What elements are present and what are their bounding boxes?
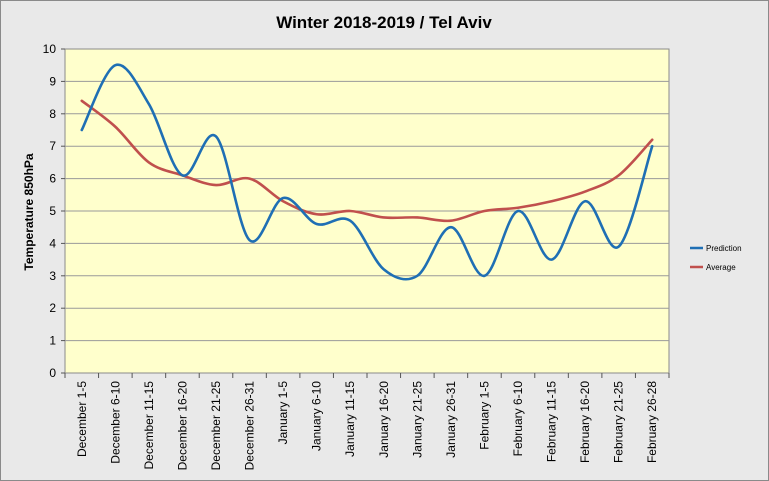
y-tick-label: 6 (49, 172, 56, 186)
x-tick-label: January 16-20 (377, 381, 391, 458)
x-tick-label: December 26-31 (243, 381, 257, 471)
x-tick-label: January 26-31 (444, 381, 458, 458)
legend-label-prediction: Prediction (706, 244, 742, 253)
y-tick-label: 8 (49, 107, 56, 121)
y-tick-label: 1 (49, 334, 56, 348)
y-axis-label: Temperature 850hPa (22, 153, 36, 270)
x-tick-label: December 21-25 (209, 381, 223, 471)
legend: Prediction Average (690, 244, 742, 272)
x-tick-label: December 6-10 (108, 381, 122, 464)
y-tick-label: 10 (43, 42, 57, 56)
x-tick-label: January 1-5 (276, 381, 290, 445)
x-tick-label: February 16-20 (578, 381, 592, 463)
y-tick-label: 2 (49, 301, 56, 315)
y-tick-label: 9 (49, 74, 56, 88)
x-tick-label: January 6-10 (310, 381, 324, 451)
x-tick-label: February 1-5 (477, 381, 491, 450)
x-tick-label: December 11-15 (142, 381, 156, 470)
x-tick-label: February 26-28 (645, 381, 659, 463)
x-tick-label: February 11-15 (545, 381, 559, 462)
x-tick-label: January 21-25 (410, 381, 424, 458)
x-tick-label: December 16-20 (175, 381, 189, 471)
y-tick-label: 0 (49, 366, 56, 380)
x-axis-ticks: December 1-5 December 6-10 December 11-15 D… (64, 373, 670, 471)
y-tick-label: 5 (49, 204, 56, 218)
y-axis-ticks: 0 1 2 3 4 5 6 7 8 9 10 (43, 42, 65, 380)
chart-title: Winter 2018-2019 / Tel Aviv (276, 13, 492, 32)
y-tick-label: 3 (49, 269, 56, 283)
series-line-prediction (80, 63, 654, 281)
x-tick-label: February 21-25 (612, 381, 626, 463)
y-tick-label: 4 (49, 236, 56, 250)
series-lines (80, 63, 654, 281)
x-tick-label: December 1-5 (75, 381, 89, 457)
legend-label-average: Average (706, 263, 736, 272)
gridlines (65, 80, 669, 342)
x-tick-label: January 11-15 (343, 381, 357, 457)
x-tick-label: February 6-10 (511, 381, 525, 457)
y-tick-label: 7 (49, 139, 56, 153)
